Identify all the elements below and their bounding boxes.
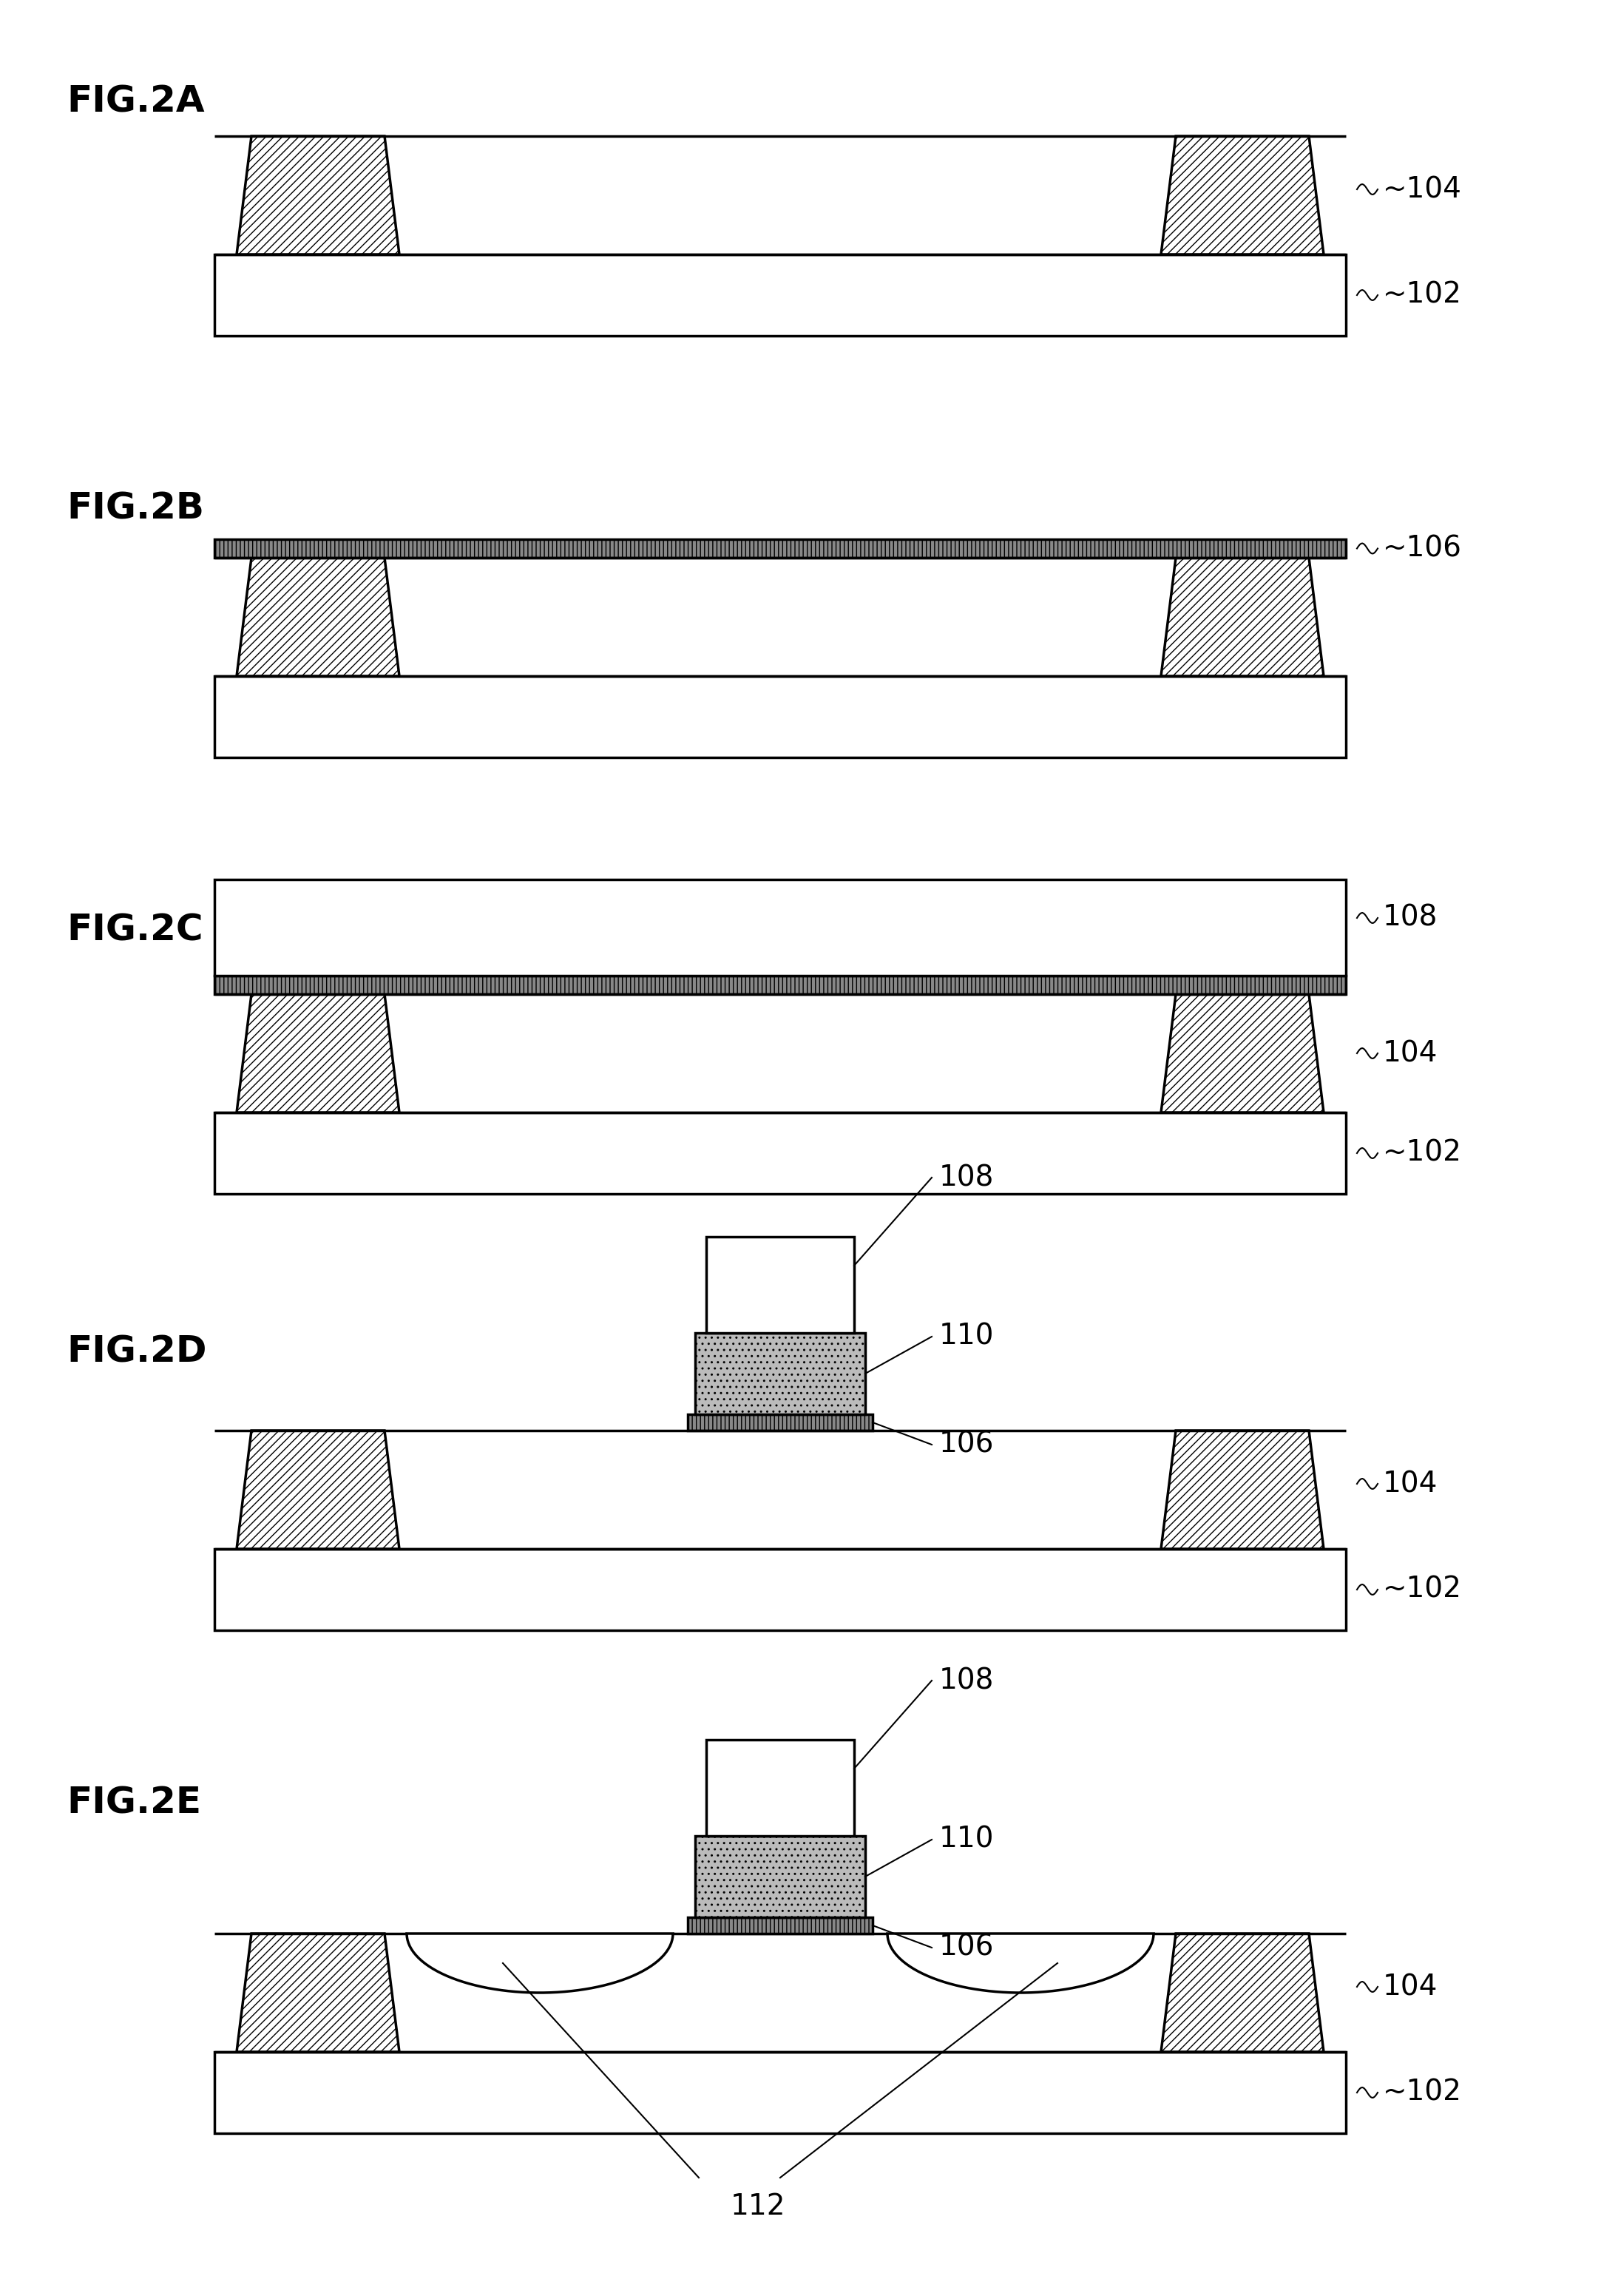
Text: 110: 110	[940, 1825, 994, 1853]
Bar	[688, 1414, 873, 1430]
Text: 104: 104	[1383, 1040, 1438, 1068]
Bar	[215, 540, 1346, 558]
Bar	[215, 976, 1346, 994]
Text: 104: 104	[1383, 1469, 1438, 1497]
Bar	[215, 675, 1346, 758]
Text: ~102: ~102	[1383, 1139, 1462, 1166]
Text: ~102: ~102	[1383, 1575, 1462, 1603]
Bar	[215, 2053, 1346, 2133]
Text: 104: 104	[1383, 1972, 1438, 2000]
Text: FIG.2C: FIG.2C	[67, 914, 203, 948]
Text: FIG.2B: FIG.2B	[67, 491, 203, 526]
Text: ~102: ~102	[1383, 2078, 1462, 2108]
Bar	[695, 1334, 865, 1414]
Polygon shape	[1161, 558, 1324, 675]
Text: 108: 108	[1383, 905, 1438, 932]
Polygon shape	[1161, 994, 1324, 1114]
Bar	[215, 1114, 1346, 1194]
Polygon shape	[237, 994, 399, 1114]
Bar	[706, 1238, 853, 1334]
Text: 108: 108	[940, 1667, 994, 1694]
Text: ~102: ~102	[1383, 280, 1462, 310]
Text: 108: 108	[940, 1164, 994, 1192]
Text: ~104: ~104	[1383, 174, 1462, 204]
Polygon shape	[237, 558, 399, 675]
Text: 106: 106	[940, 1933, 994, 1961]
Bar	[688, 1917, 873, 1933]
Bar	[215, 1550, 1346, 1630]
Text: FIG.2D: FIG.2D	[67, 1334, 207, 1371]
Text: ~106: ~106	[1383, 535, 1462, 563]
Polygon shape	[237, 1933, 399, 2053]
Polygon shape	[1161, 135, 1324, 255]
Polygon shape	[1161, 1430, 1324, 1550]
Polygon shape	[407, 1933, 672, 1993]
Bar	[706, 1740, 853, 1837]
Bar	[695, 1837, 865, 1917]
Bar	[215, 255, 1346, 335]
Polygon shape	[1161, 1933, 1324, 2053]
Polygon shape	[237, 1430, 399, 1550]
Text: 110: 110	[940, 1322, 994, 1350]
Text: FIG.2A: FIG.2A	[67, 85, 205, 119]
Polygon shape	[887, 1933, 1154, 1993]
Polygon shape	[237, 135, 399, 255]
Bar	[215, 879, 1346, 976]
Text: 106: 106	[940, 1430, 994, 1458]
Text: FIG.2E: FIG.2E	[67, 1786, 202, 1821]
Text: 112: 112	[730, 2193, 786, 2220]
